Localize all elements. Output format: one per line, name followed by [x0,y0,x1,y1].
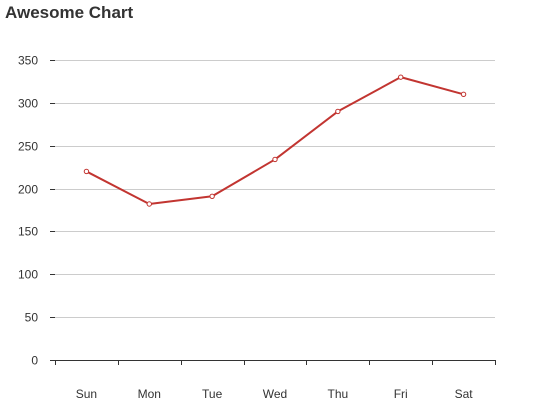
axes [50,60,496,365]
x-tick-label: Mon [138,387,161,401]
y-tick-label: 350 [18,54,38,68]
x-tick-label: Wed [263,387,287,401]
x-tick-label: Thu [328,387,349,401]
tick-labels: 0 50 100 150 200 250 300 350 Sun Mon Tue Wed Thu Fri S… [18,54,473,402]
y-tick-label: 0 [31,354,38,368]
x-tick-label: Sun [76,387,97,401]
data-point[interactable] [146,201,152,207]
x-tick-label: Tue [202,387,223,401]
y-tick-label: 50 [25,311,39,325]
x-tick-label: Fri [394,387,408,401]
y-tick-label: 100 [18,268,38,282]
data-point[interactable] [335,108,341,115]
data-point[interactable] [272,156,278,163]
series [83,74,467,207]
data-point[interactable] [209,193,215,199]
data-point[interactable] [83,168,90,175]
x-tick-label: Sat [455,387,474,401]
y-tick-label: 300 [18,97,38,111]
y-tick-label: 150 [18,225,38,239]
series-line [85,76,464,205]
data-point[interactable] [460,91,467,97]
y-tick-label: 200 [18,183,38,197]
data-point[interactable] [398,74,404,80]
grid-lines [55,60,495,318]
y-tick-label: 250 [18,140,38,154]
chart-title: Awesome Chart [5,3,134,22]
